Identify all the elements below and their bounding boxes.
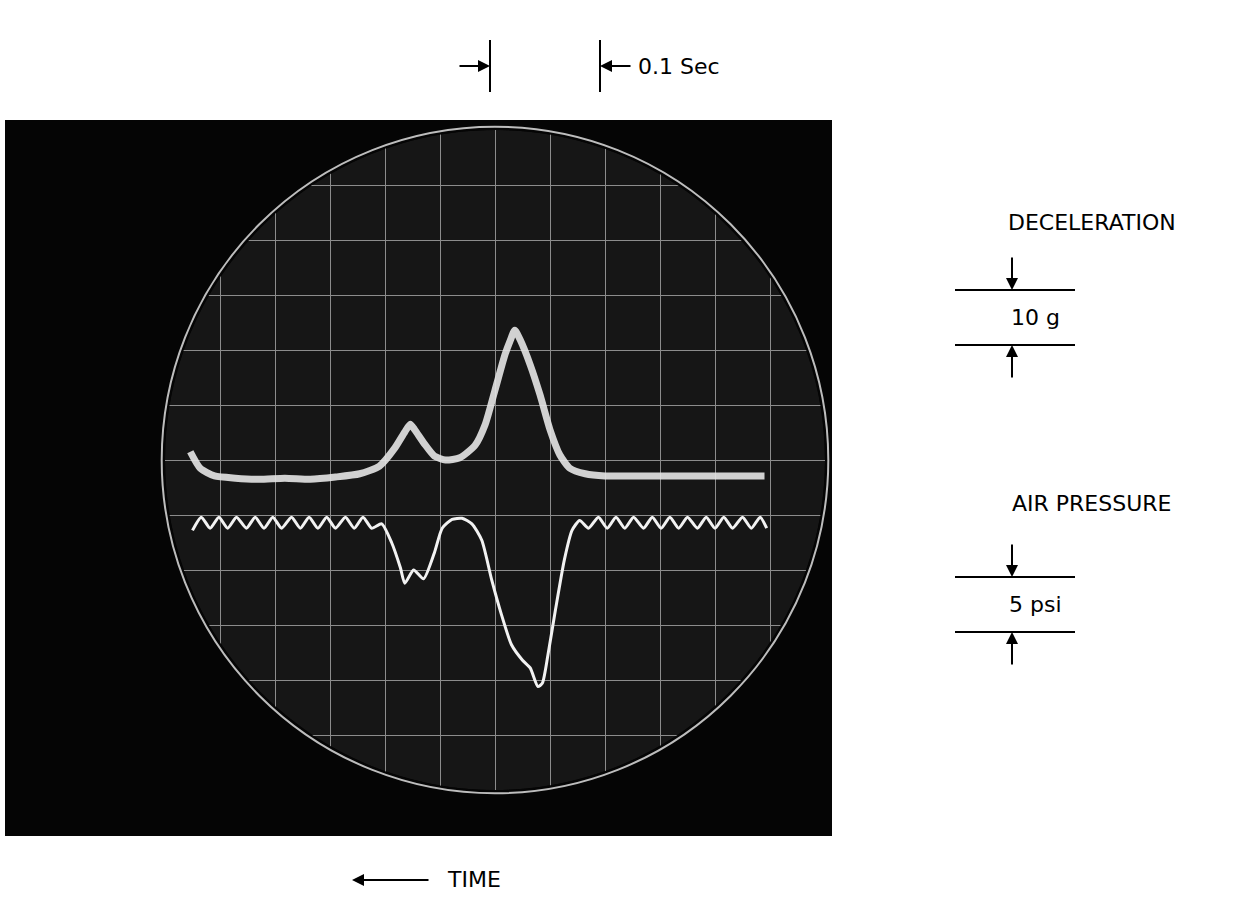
svg-text:0.1 Sec: 0.1 Sec [638,54,720,79]
svg-text:DECELERATION: DECELERATION [1008,210,1176,235]
svg-text:5 psi: 5 psi [1009,592,1062,617]
svg-text:TIME: TIME [447,867,501,892]
svg-text:10 g: 10 g [1011,305,1060,330]
svg-text:AIR PRESSURE: AIR PRESSURE [1012,491,1172,516]
